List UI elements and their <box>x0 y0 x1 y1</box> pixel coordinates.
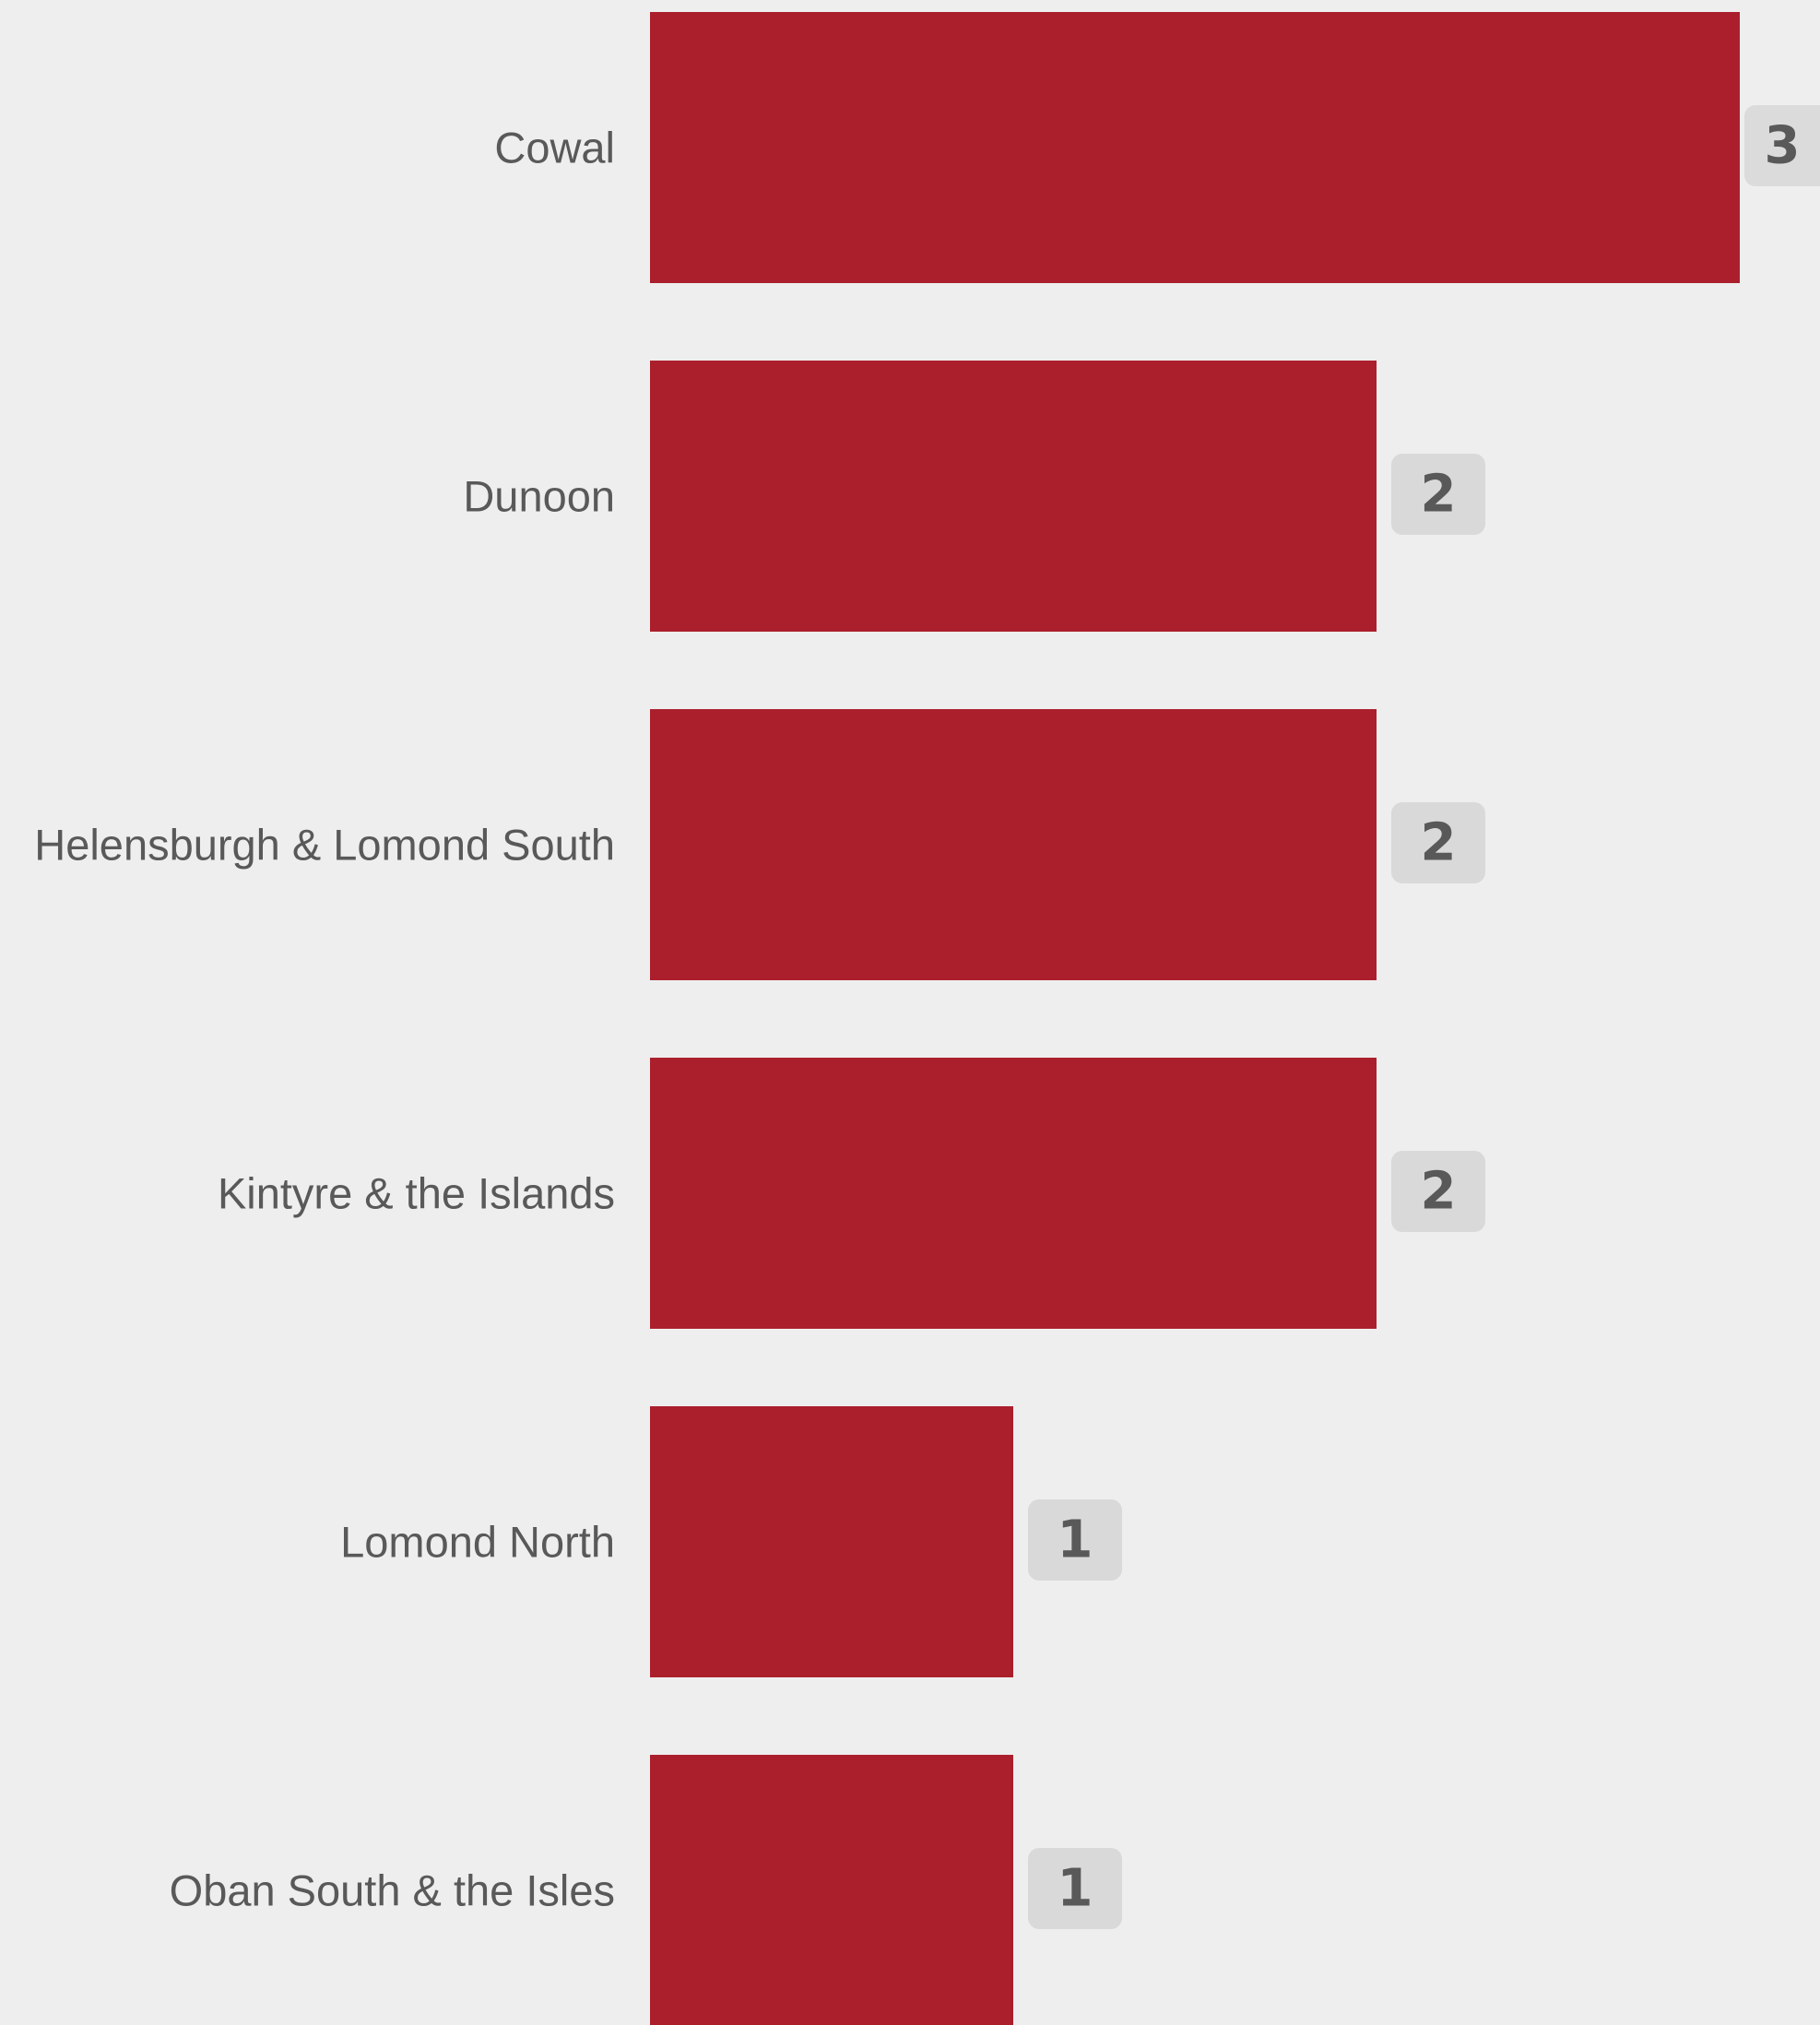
data-label-box-cowal <box>1744 105 1820 186</box>
data-labels: 3 2 2 2 1 1 <box>1028 105 1820 1929</box>
data-label-box-oban-south-the-isles <box>1028 1848 1122 1929</box>
category-label-cowal: Cowal <box>494 124 615 172</box>
data-label-lomond-north: 1 <box>1058 1510 1093 1570</box>
bar-oban-south-the-isles <box>650 1755 1013 2025</box>
category-label-kintyre-the-islands: Kintyre & the Islands <box>218 1169 615 1218</box>
data-label-oban-south-the-isles: 1 <box>1058 1859 1093 1919</box>
category-label-oban-south-the-isles: Oban South & the Isles <box>170 1866 615 1915</box>
data-label-helensburgh-lomond-south: 2 <box>1421 813 1457 873</box>
data-label-cowal: 3 <box>1765 116 1801 176</box>
bars-layer <box>650 12 1740 2025</box>
bar-helensburgh-lomond-south <box>650 709 1377 980</box>
bar-dunoon <box>650 361 1377 632</box>
data-label-box-lomond-north <box>1028 1499 1122 1581</box>
category-label-lomond-north: Lomond North <box>340 1518 615 1567</box>
data-label-box-kintyre-the-islands <box>1391 1151 1485 1232</box>
bar-lomond-north <box>650 1406 1013 1677</box>
data-label-box-helensburgh-lomond-south <box>1391 802 1485 883</box>
category-label-helensburgh-lomond-south: Helensburgh & Lomond South <box>34 821 615 870</box>
bar-kintyre-the-islands <box>650 1058 1377 1329</box>
category-label-dunoon: Dunoon <box>463 472 615 521</box>
category-labels: Cowal Dunoon Helensburgh & Lomond South Kin… <box>34 124 615 1915</box>
bar-cowal <box>650 12 1740 283</box>
data-label-kintyre-the-islands: 2 <box>1421 1162 1457 1222</box>
data-label-box-dunoon <box>1391 454 1485 535</box>
data-label-dunoon: 2 <box>1421 465 1457 525</box>
